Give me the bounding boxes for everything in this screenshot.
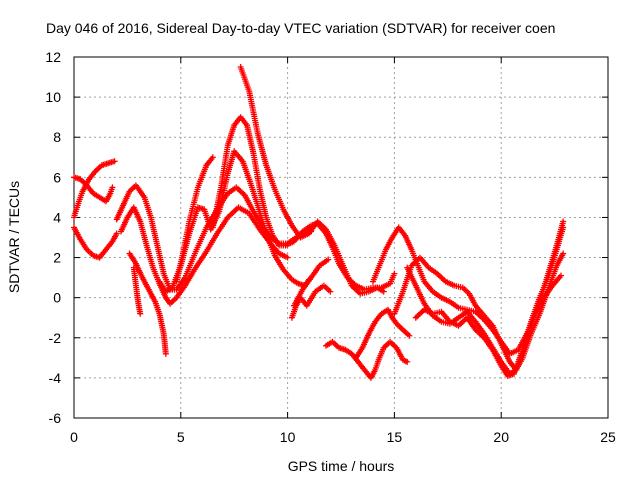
point-marker-track-17-164 (560, 250, 567, 257)
series-line-track-6 (128, 253, 167, 354)
y-tick-label-1: -4 (49, 370, 62, 386)
point-marker-track-2-37 (111, 158, 118, 165)
series-track-3 (71, 224, 120, 261)
series-track-15 (353, 306, 413, 361)
x-axis-label: GPS time / hours (288, 458, 395, 474)
x-tick-label-4: 20 (493, 429, 509, 445)
y-tick-label-0: -6 (49, 410, 62, 426)
point-marker-track-16-159 (558, 272, 565, 279)
point-marker-track-12-28 (325, 256, 332, 263)
x-tick-label-2: 10 (280, 429, 296, 445)
point-marker-track-1-29 (109, 184, 116, 191)
series-track-14 (323, 338, 411, 381)
point-marker-track-9-61 (209, 154, 216, 161)
y-tick-label-2: -2 (49, 330, 62, 346)
y-tick-label-4: 2 (53, 250, 61, 266)
y-axis-label: SDTVAR / TECUs (6, 181, 22, 293)
x-tick-label-1: 5 (177, 429, 185, 445)
point-marker-track-7-23 (137, 310, 144, 317)
series-line-track-11 (240, 66, 385, 295)
plot-frame (73, 56, 609, 419)
series-track-2 (71, 158, 118, 221)
point-marker-track-13-33 (327, 288, 334, 295)
series-track-9 (173, 154, 216, 285)
point-marker-track-19-144 (560, 224, 567, 231)
series-track-6 (126, 250, 169, 357)
data-series (71, 64, 567, 381)
point-marker-track-10-201 (391, 270, 398, 277)
point-marker-track-18-160 (560, 218, 567, 225)
y-tick-label-5: 4 (53, 209, 61, 225)
series-track-10 (209, 114, 398, 293)
series-track-7 (130, 264, 144, 317)
y-tick-label-9: 12 (45, 49, 61, 65)
series-track-17 (391, 250, 567, 373)
chart-title: Day 046 of 2016, Sidereal Day-to-day VTE… (46, 20, 555, 36)
point-marker-track-3-36 (113, 230, 120, 237)
y-tick-label-6: 6 (53, 169, 61, 185)
y-tick-label-8: 10 (45, 89, 61, 105)
series-track-11 (237, 64, 387, 297)
point-marker-track-5-156 (284, 254, 291, 261)
point-marker-track-15-47 (406, 332, 413, 339)
y-tick-label-3: 0 (53, 290, 61, 306)
series-track-1 (71, 174, 116, 205)
x-tick-label-0: 0 (70, 429, 78, 445)
y-tick-label-7: 8 (53, 129, 61, 145)
x-tick-label-5: 25 (600, 429, 616, 445)
x-tick-label-3: 15 (387, 429, 403, 445)
series-track-13 (288, 282, 334, 321)
point-marker-track-14-65 (404, 358, 411, 365)
series-track-19 (412, 224, 567, 379)
point-marker-track-11-152 (380, 288, 387, 295)
series-line-track-10 (212, 116, 395, 291)
axis-ticks: 0 5 10 15 20 25 -6 -4 -2 0 2 4 6 8 10 12 (45, 49, 616, 445)
point-marker-track-6-54 (162, 350, 169, 357)
